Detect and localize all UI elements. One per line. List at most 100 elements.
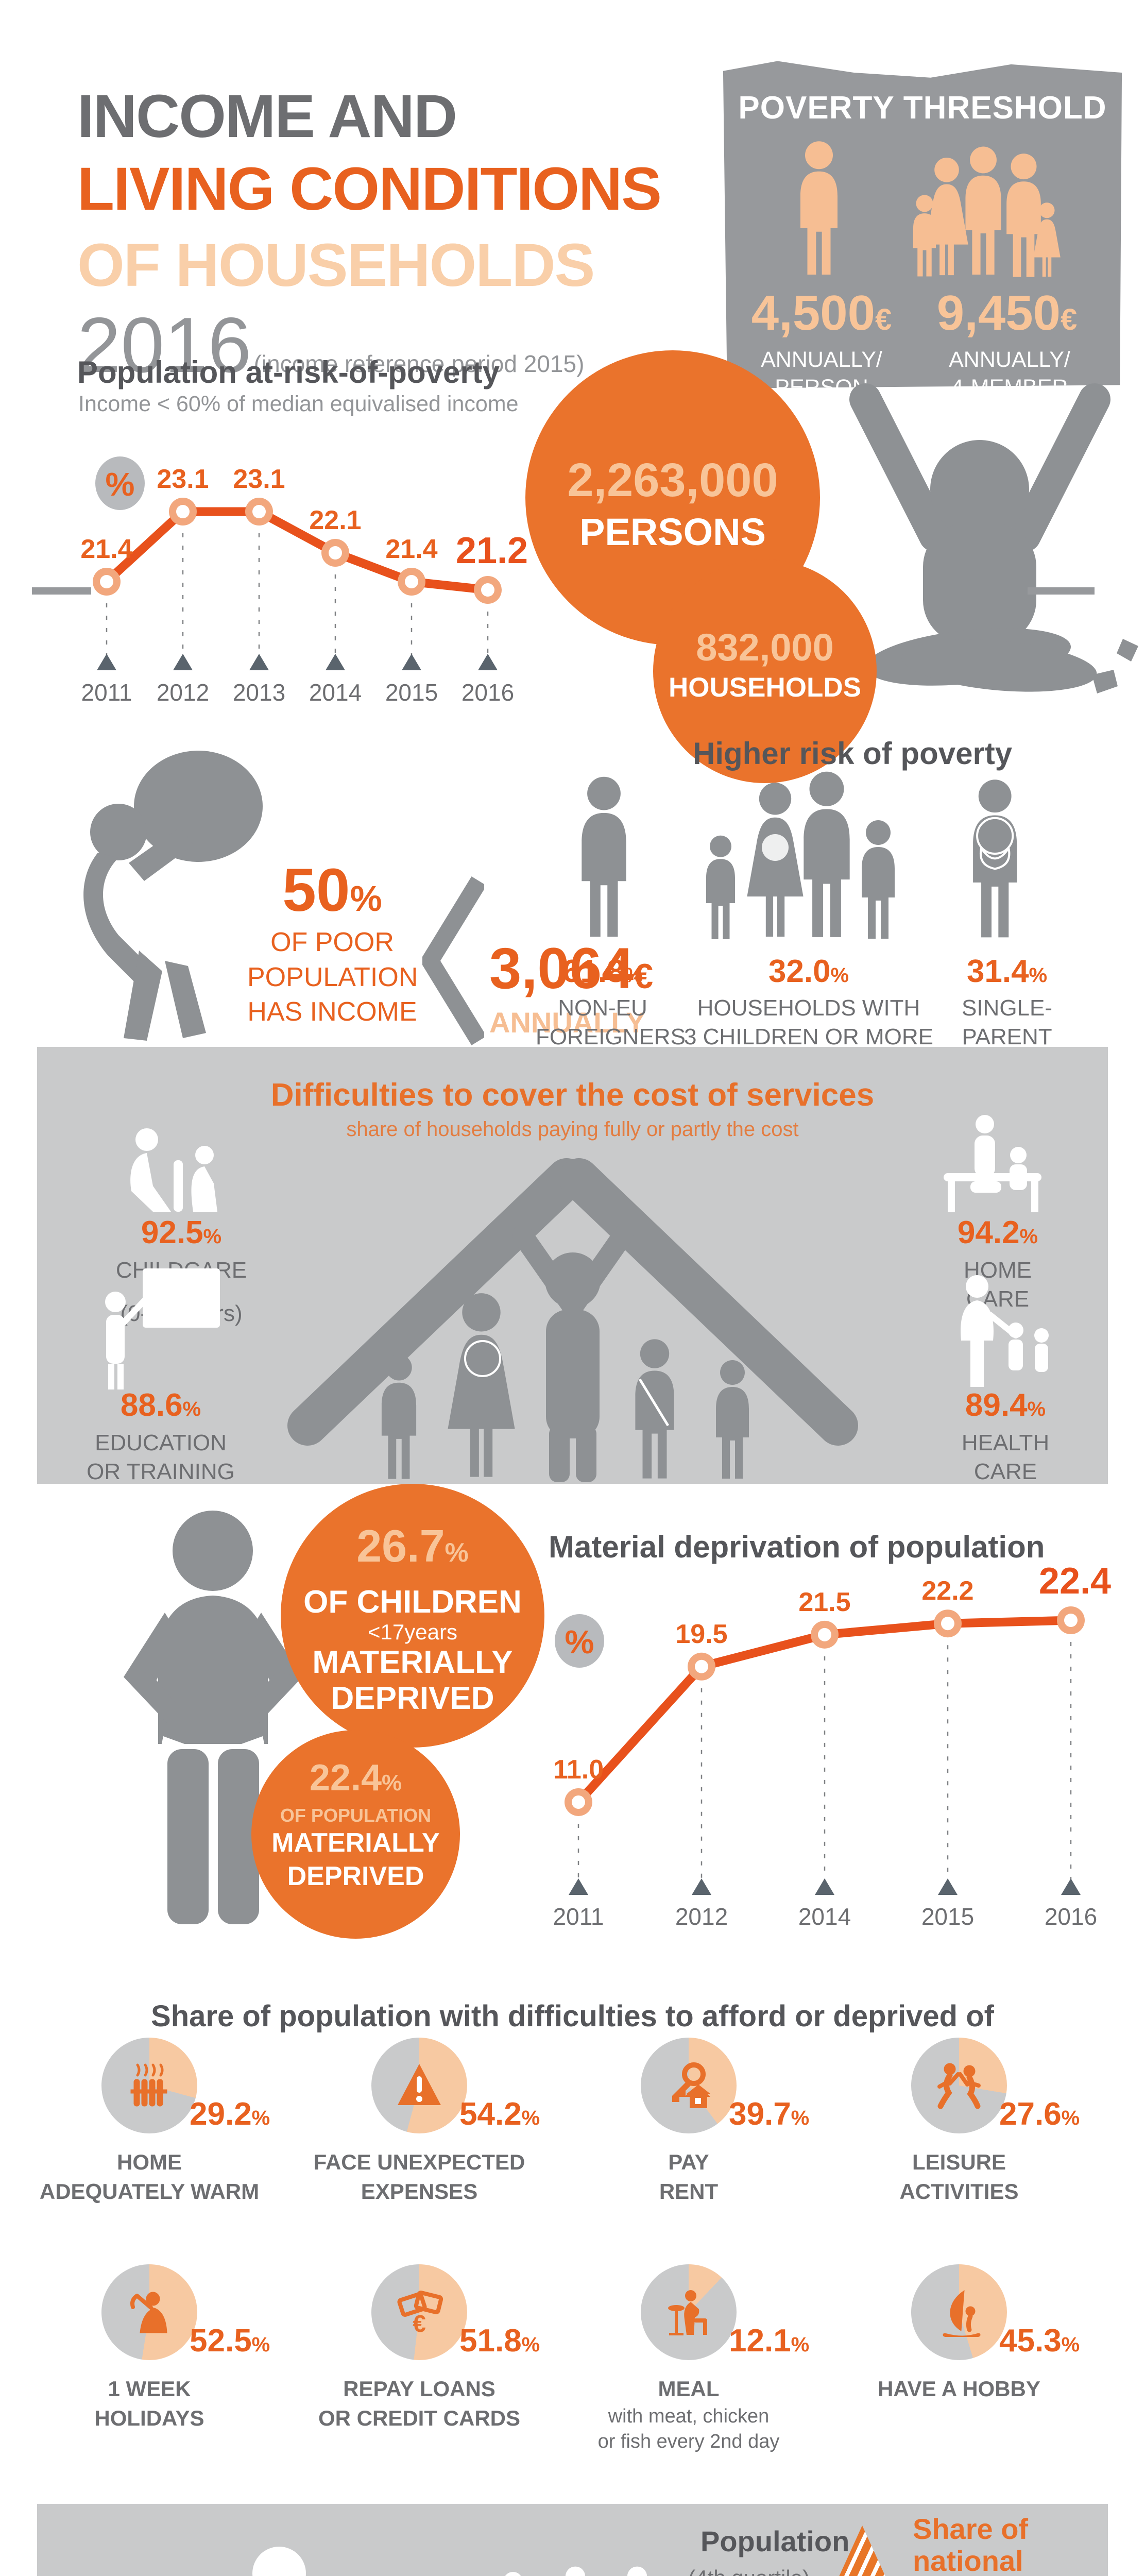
page-title: INCOME AND LIVING CONDITIONS OF HOUSEHOL…: [77, 85, 716, 391]
services-item-healthcare: 89.4% HEALTH CARE: [961, 1387, 1050, 1485]
svg-text:21.5: 21.5: [798, 1587, 850, 1617]
afford-pie: [101, 2038, 197, 2133]
poverty-threshold-panel: POVERTY THRESHOLD 4,500€ 9,450€ ANNUALLY…: [723, 61, 1122, 388]
afford-pct: 39.7%: [729, 2096, 810, 2132]
credit-cards-icon: €: [397, 2290, 443, 2337]
home-care-icon: [944, 1115, 1041, 1212]
poor-income-pct: 50%: [282, 856, 382, 924]
afford-pie: [641, 2264, 737, 2360]
afford-label: MEAL: [658, 2377, 720, 2401]
afford-pie: [101, 2264, 197, 2360]
svg-text:2011: 2011: [553, 1903, 604, 1930]
windsurf-icon: [943, 2290, 981, 2337]
title-line-2: LIVING CONDITIONS: [77, 155, 662, 223]
svg-text:2016: 2016: [1045, 1903, 1097, 1930]
single-parent-icon: [973, 779, 1017, 938]
radiator-icon: [130, 2063, 167, 2107]
afford-item: 39.7% PAY RENT: [555, 2038, 823, 2206]
afford-item: 45.3% HAVE A HOBBY: [825, 2264, 1093, 2404]
afford-item: € 51.8% REPAY LOANS OR CREDIT CARDS: [285, 2264, 553, 2433]
poor-income-amount: 3,064€: [489, 936, 654, 1001]
education-icon: [105, 1268, 220, 1389]
afford-pct: 54.2%: [459, 2096, 540, 2132]
title-year-row: 2016 (income reference period 2015): [77, 300, 716, 391]
afford-item: 12.1% MEAL with meat, chicken or fish eve…: [555, 2264, 823, 2454]
population-deprived-text: OF POPULATION MATERIALLY DEPRIVED: [271, 1805, 440, 1891]
svg-text:2015: 2015: [921, 1903, 974, 1930]
poor-income-annually: ANNUALLY: [489, 1006, 645, 1039]
svg-text:2015: 2015: [385, 679, 438, 706]
pyramid-label-4th: (4th quartile) HIGHEST INCOME: [593, 2566, 810, 2576]
family-threshold-value: 9,450€: [936, 285, 1078, 341]
afford-pie: [911, 2264, 1007, 2360]
persons-value: 2,263,000: [567, 454, 778, 506]
afford-item: 54.2% FACE UNEXPECTED EXPENSES: [285, 2038, 553, 2206]
person-icon: [780, 140, 858, 279]
svg-text:€: €: [413, 2310, 426, 2337]
afford-sublabel: with meat, chicken or fish every 2nd day: [597, 2405, 780, 2453]
afford-pct: 45.3%: [999, 2323, 1080, 2359]
afford-label: HAVE A HOBBY: [878, 2377, 1040, 2401]
house-family-illustration: [287, 1158, 858, 1482]
households-value: 832,000: [696, 626, 834, 669]
meal-icon: [668, 2290, 707, 2335]
children-deprived-circle: 26.7% OF CHILDREN <17years MATERIALLY DE…: [281, 1484, 544, 1748]
risk-of-poverty-line-chart: % 2011 2012 2013 2014 2015 2016 21.4 23.1 23.1 22.…: [80, 456, 528, 706]
svg-text:19.5: 19.5: [675, 1619, 727, 1649]
children-deprived-pct: 26.7%: [356, 1520, 469, 1571]
family-3-children-icon: [706, 771, 895, 939]
svg-text:%: %: [106, 466, 135, 503]
services-item-education: 88.6% EDUCATION OR TRAINING: [87, 1387, 235, 1485]
person-threshold-value: 4,500€: [751, 285, 892, 341]
poor-income-amount-block: 3,064€ ANNUALLY: [489, 935, 659, 1039]
services-item-homecare: 94.2% HOME CARE: [957, 1215, 1038, 1312]
afford-item: 27.6% LEISURE ACTIVITIES: [825, 2038, 1093, 2206]
afford-pct: 29.2%: [190, 2096, 270, 2132]
person-threshold-caption: ANNUALLY/ PERSON: [761, 347, 882, 400]
afford-label: REPAY LOANS OR CREDIT CARDS: [318, 2377, 520, 2430]
afford-item: 29.2% HOME ADEQUATELY WARM: [15, 2038, 283, 2206]
pyramid-population-heading: Population: [700, 2525, 850, 2557]
empty-pockets-person-illustration: [124, 1511, 302, 1924]
poor-income-text: 50% OF POOR POPULATION HAS INCOME: [247, 855, 418, 1030]
svg-text:22.2: 22.2: [921, 1576, 973, 1606]
title-note: (income reference period 2015): [253, 350, 585, 378]
svg-text:2012: 2012: [157, 679, 209, 706]
services-subheading: share of households paying fully or part…: [346, 1118, 799, 1141]
children-deprived-text: OF CHILDREN <17years MATERIALLY DEPRIVED: [303, 1584, 522, 1716]
afford-label: FACE UNEXPECTED EXPENSES: [313, 2150, 525, 2204]
afford-label: PAY RENT: [659, 2150, 719, 2204]
health-care-icon: [961, 1275, 1049, 1387]
balance-illustration: €: [252, 2547, 651, 2576]
title-year: 2016: [77, 301, 252, 389]
afford-pie: [641, 2038, 737, 2133]
afford-pie: [371, 2038, 467, 2133]
svg-text:22.4: 22.4: [1039, 1561, 1111, 1602]
svg-text:23.1: 23.1: [157, 464, 209, 494]
afford-pct: 51.8%: [459, 2323, 540, 2359]
svg-text:2011: 2011: [81, 679, 132, 706]
svg-text:11.0: 11.0: [553, 1755, 604, 1785]
pyramid-share-heading: Share of national income: [913, 2513, 1029, 2576]
svg-text:2013: 2013: [233, 679, 285, 706]
childcare-icon: [130, 1128, 217, 1212]
warning-icon: [398, 2064, 441, 2105]
svg-text:2016: 2016: [462, 679, 514, 706]
sitting-person-illustration: [845, 383, 1138, 697]
population-deprived-pct: 22.4%: [309, 1757, 402, 1799]
svg-text:21.2: 21.2: [456, 530, 528, 571]
afford-pct: 52.5%: [190, 2323, 270, 2359]
poor-income-lines: OF POOR POPULATION HAS INCOME: [247, 927, 418, 1027]
svg-text:22.1: 22.1: [309, 505, 361, 535]
households-circle: 832,000 HOUSEHOLDS: [653, 560, 877, 783]
key-house-icon: [672, 2062, 710, 2108]
svg-text:2014: 2014: [309, 679, 362, 706]
afford-label: LEISURE ACTIVITIES: [899, 2150, 1019, 2204]
afford-item: 52.5% 1 WEEK HOLIDAYS: [15, 2264, 283, 2433]
person-carrying-sack-illustration: [83, 751, 263, 1041]
afford-pie: [911, 2038, 1007, 2133]
family-icon: [913, 146, 1061, 277]
services-band: Difficulties to cover the cost of servic…: [37, 1047, 1108, 1484]
svg-text:2012: 2012: [675, 1903, 728, 1930]
